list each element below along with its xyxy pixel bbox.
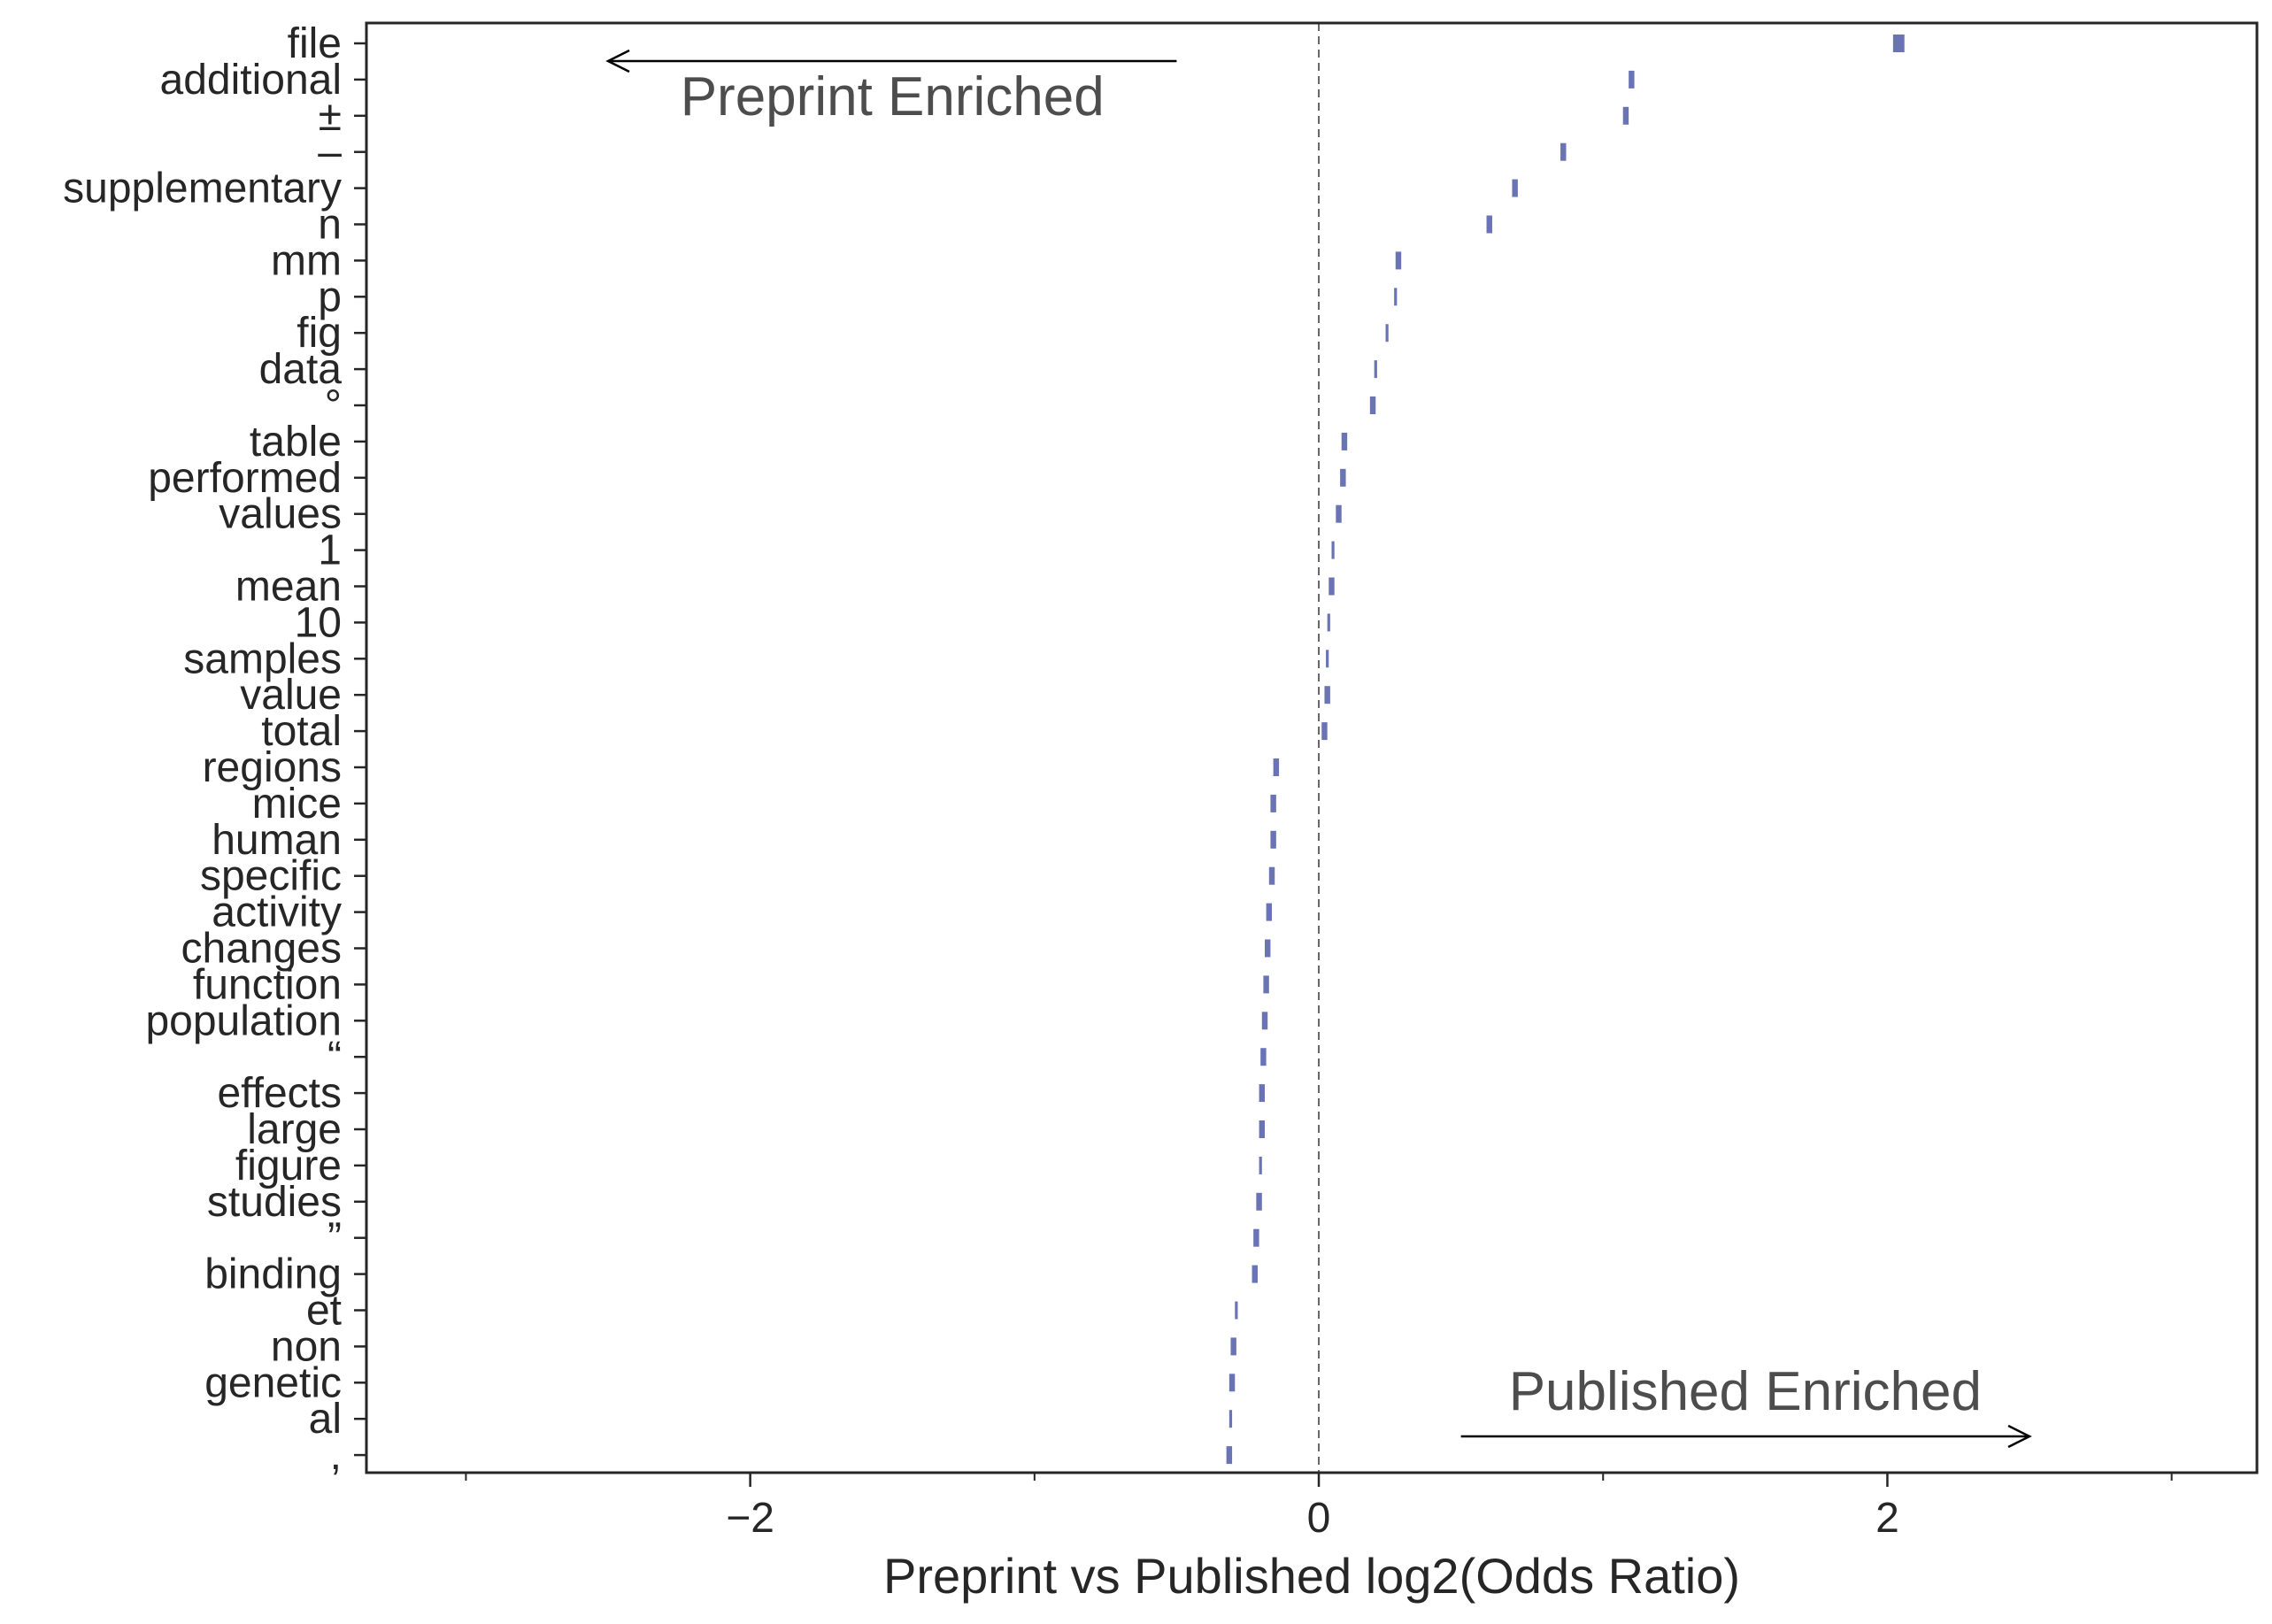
y-tick-label: ±	[319, 93, 342, 140]
interval-bar	[1336, 504, 1342, 523]
published-arrow-head	[2007, 1424, 2032, 1449]
y-tick-label: changes	[181, 926, 342, 973]
interval-bar	[1324, 686, 1330, 704]
interval-bar	[1263, 975, 1269, 994]
interval-bar	[1512, 179, 1518, 197]
y-tick-label: function	[193, 961, 342, 1008]
interval-bar	[1560, 142, 1567, 161]
interval-bar	[1256, 1192, 1262, 1211]
x-tick-label: −2	[726, 1495, 774, 1542]
interval-bar	[1331, 541, 1335, 559]
interval-bar	[1395, 251, 1402, 270]
interval-bar	[1235, 1301, 1238, 1320]
interval-bar	[1321, 722, 1328, 741]
y-tick-label: data	[259, 346, 343, 393]
plot-frame	[365, 21, 2259, 1474]
y-tick-label: additional	[160, 57, 343, 104]
y-tick-label: studies	[207, 1179, 342, 1226]
y-tick-label: fig	[297, 310, 342, 357]
y-tick-label: value	[240, 672, 342, 719]
marks-layer	[1226, 35, 1905, 1465]
interval-bar	[1622, 106, 1629, 125]
interval-bar	[1273, 758, 1280, 776]
interval-bar	[1326, 650, 1329, 668]
interval-bar	[1892, 35, 1905, 52]
y-tick-label: figure	[235, 1143, 342, 1189]
interval-bar	[1228, 1374, 1236, 1392]
interval-bar	[1329, 577, 1335, 596]
y-tick-label: –	[318, 129, 342, 176]
y-tick-label: non	[271, 1323, 342, 1370]
interval-bar	[1341, 432, 1348, 450]
interval-bar	[1261, 1012, 1268, 1030]
y-tick-label: activity	[212, 889, 342, 936]
interval-bar	[1374, 360, 1377, 379]
y-tick-label: ,	[330, 1432, 342, 1479]
y-tick-label: et	[306, 1288, 342, 1335]
y-tick-label: 10	[295, 599, 342, 646]
y-tick-marks	[354, 42, 366, 1457]
interval-bar	[1259, 1156, 1262, 1174]
x-axis-label: Preprint vs Published log2(Odds Ratio)	[883, 1548, 1740, 1604]
y-tick-label: mm	[271, 237, 342, 284]
y-tick-label: total	[261, 708, 342, 755]
preprint-arrow-head	[605, 49, 630, 73]
interval-bar	[1268, 866, 1275, 885]
interval-bar	[1259, 1120, 1266, 1138]
interval-bar	[1253, 1228, 1259, 1247]
y-tick-label: samples	[183, 635, 342, 682]
y-tick-label: genetic	[204, 1359, 342, 1406]
y-tick-label: ”	[327, 1215, 342, 1262]
published-enriched-annotation: Published Enriched	[1509, 1361, 1982, 1422]
y-tick-label: effects	[217, 1070, 342, 1117]
interval-bar	[1265, 939, 1271, 958]
y-tick-label: “	[327, 1034, 342, 1081]
y-tick-label: human	[212, 817, 342, 864]
y-tick-label: performed	[148, 455, 342, 502]
interval-bar	[1394, 288, 1398, 306]
interval-bar	[1369, 396, 1376, 414]
y-tick-label: 1	[318, 527, 342, 574]
interval-bar	[1629, 70, 1635, 89]
y-tick-label: °	[325, 382, 342, 429]
x-tick-labels: −2 0 2	[726, 1495, 1899, 1542]
y-tick-label: specific	[200, 853, 342, 900]
interval-bar	[1270, 830, 1276, 849]
interval-bar	[1226, 1446, 1233, 1465]
y-tick-label: supplementary	[63, 165, 342, 212]
x-tick-marks	[465, 1473, 2173, 1487]
interval-bar	[1259, 1084, 1266, 1103]
y-tick-label: p	[318, 273, 342, 320]
interval-bar	[1270, 794, 1276, 812]
y-tick-labels: fileadditional±–supplementarynmmpfigdata…	[63, 20, 342, 1479]
preprint-enriched-annotation: Preprint Enriched	[681, 66, 1105, 127]
y-tick-label: table	[250, 419, 342, 466]
y-tick-label: regions	[203, 744, 342, 791]
interval-bar	[1340, 468, 1346, 487]
x-tick-label: 2	[1875, 1495, 1899, 1542]
y-tick-label: al	[309, 1396, 342, 1443]
annotations-layer: Preprint Enriched Published Enriched	[605, 49, 2032, 1449]
y-tick-label: n	[318, 202, 342, 249]
interval-bar	[1385, 324, 1389, 343]
x-tick-label: 0	[1307, 1495, 1331, 1542]
y-tick-label: population	[145, 997, 342, 1044]
interval-bar	[1230, 1337, 1236, 1356]
interval-bar	[1260, 1048, 1267, 1066]
interval-bar	[1228, 1410, 1233, 1428]
interval-bar	[1486, 215, 1492, 234]
interval-bar	[1327, 613, 1330, 632]
interval-bar	[1252, 1265, 1258, 1283]
y-tick-label: mice	[252, 781, 342, 827]
y-tick-label: file	[288, 20, 342, 67]
y-tick-label: values	[219, 491, 342, 538]
y-tick-label: binding	[204, 1251, 342, 1298]
y-tick-label: large	[247, 1106, 342, 1153]
y-tick-label: mean	[235, 564, 342, 611]
interval-bar	[1266, 903, 1273, 921]
